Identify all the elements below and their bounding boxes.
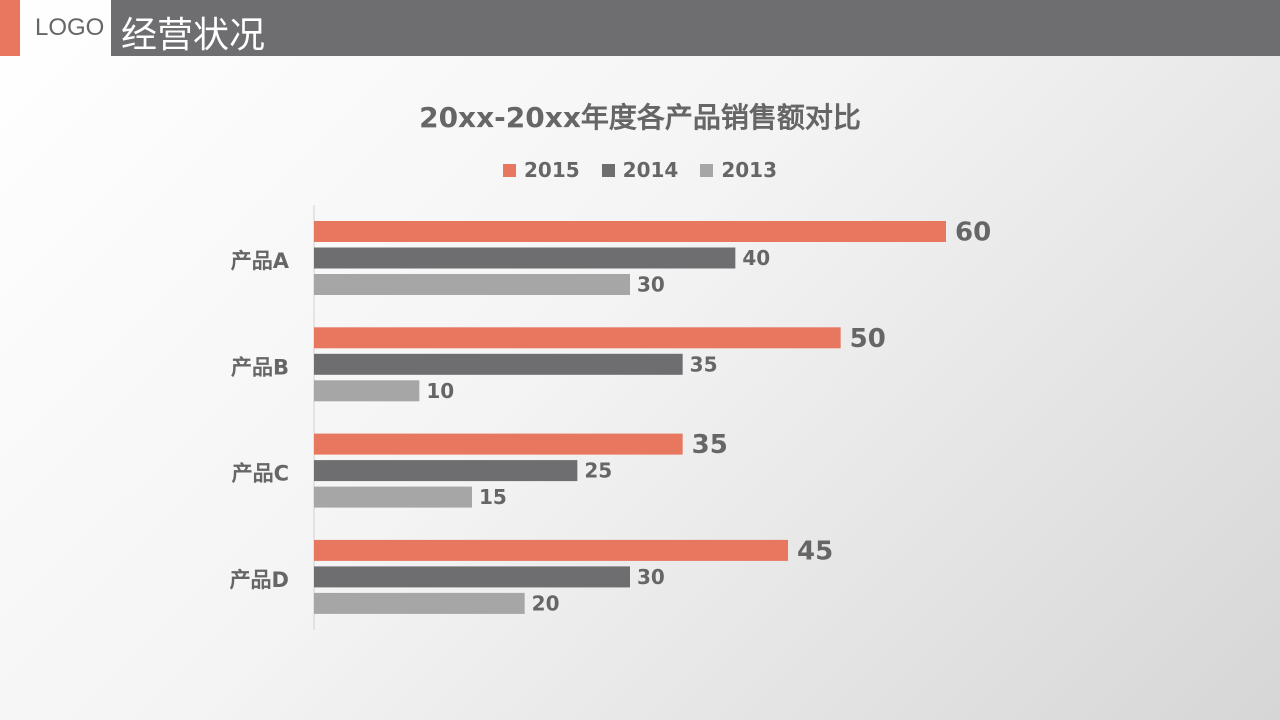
category-label: 产品B (231, 355, 289, 379)
bar-2013 (314, 486, 472, 508)
logo: LOGO (35, 14, 105, 41)
page-title: 经营状况 (121, 15, 266, 56)
category-label: 产品D (230, 568, 289, 592)
legend-label: 2015 (523, 158, 580, 182)
bar-2013 (314, 592, 525, 614)
legend-swatch (700, 163, 714, 177)
data-label: 30 (637, 273, 665, 297)
bar-2015 (314, 433, 683, 455)
bar-2013 (314, 274, 630, 295)
legend-item-2015: 2015 (502, 158, 580, 182)
category-label: 产品A (231, 249, 290, 273)
data-label: 10 (426, 379, 454, 403)
legend-item-2013: 2013 (700, 158, 777, 182)
data-label: 15 (479, 485, 507, 509)
bar-2015 (314, 327, 841, 349)
legend-swatch (601, 163, 615, 177)
bar-2014 (314, 353, 683, 375)
legend-label: 2013 (721, 158, 777, 182)
data-label: 30 (637, 565, 665, 589)
data-label: 50 (850, 324, 886, 354)
legend: 2015 2014 2013 (0, 158, 1280, 182)
chart-title: 20xx-20xx年度各产品销售额对比 (419, 101, 861, 134)
accent-bar (0, 0, 20, 56)
data-label: 35 (690, 352, 718, 376)
data-label: 45 (797, 536, 833, 566)
bar-2014 (314, 247, 736, 269)
legend-label: 2014 (622, 158, 679, 182)
bar-2013 (314, 380, 420, 402)
bar-2015 (314, 221, 946, 242)
data-label: 35 (692, 430, 728, 460)
bar-2014 (314, 566, 630, 588)
category-label: 产品C (232, 462, 289, 486)
data-label: 60 (955, 218, 991, 248)
data-label: 20 (532, 591, 560, 615)
bar-2015 (314, 539, 788, 561)
data-label: 40 (742, 246, 770, 270)
title-bar: 经营状况 (111, 0, 1280, 56)
legend-item-2014: 2014 (601, 158, 679, 182)
bar-2014 (314, 460, 578, 482)
data-label: 25 (584, 459, 612, 483)
legend-swatch (502, 163, 516, 177)
